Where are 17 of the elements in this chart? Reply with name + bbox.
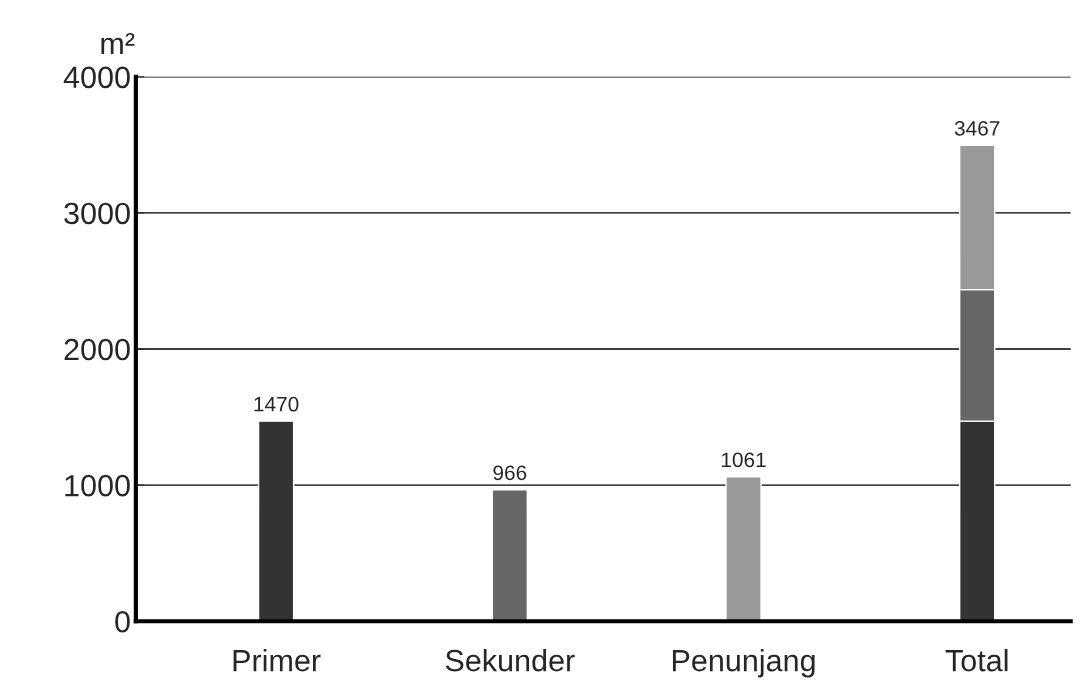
- y-tick-label: 2000: [64, 338, 130, 361]
- data-label: 1470: [254, 396, 299, 412]
- y-tick-label: 1000: [65, 474, 130, 497]
- x-tick-label: Total: [945, 649, 1008, 672]
- annotation: 3467: [954, 120, 1000, 136]
- x-tick-label: Sekunder: [445, 649, 575, 672]
- data-label: 1061: [721, 452, 766, 468]
- y-tick-label: 3000: [64, 202, 130, 225]
- data-label: 966: [493, 465, 527, 481]
- y-tick-label: 0: [115, 610, 130, 633]
- x-tick-label: Primer: [233, 649, 321, 672]
- x-tick-label: Penunjang: [672, 649, 815, 678]
- bar: [257, 420, 295, 622]
- bar: [725, 476, 762, 622]
- y-axis-title: m²: [101, 32, 135, 55]
- bar: [491, 489, 529, 622]
- y-tick-label: 4000: [63, 66, 130, 89]
